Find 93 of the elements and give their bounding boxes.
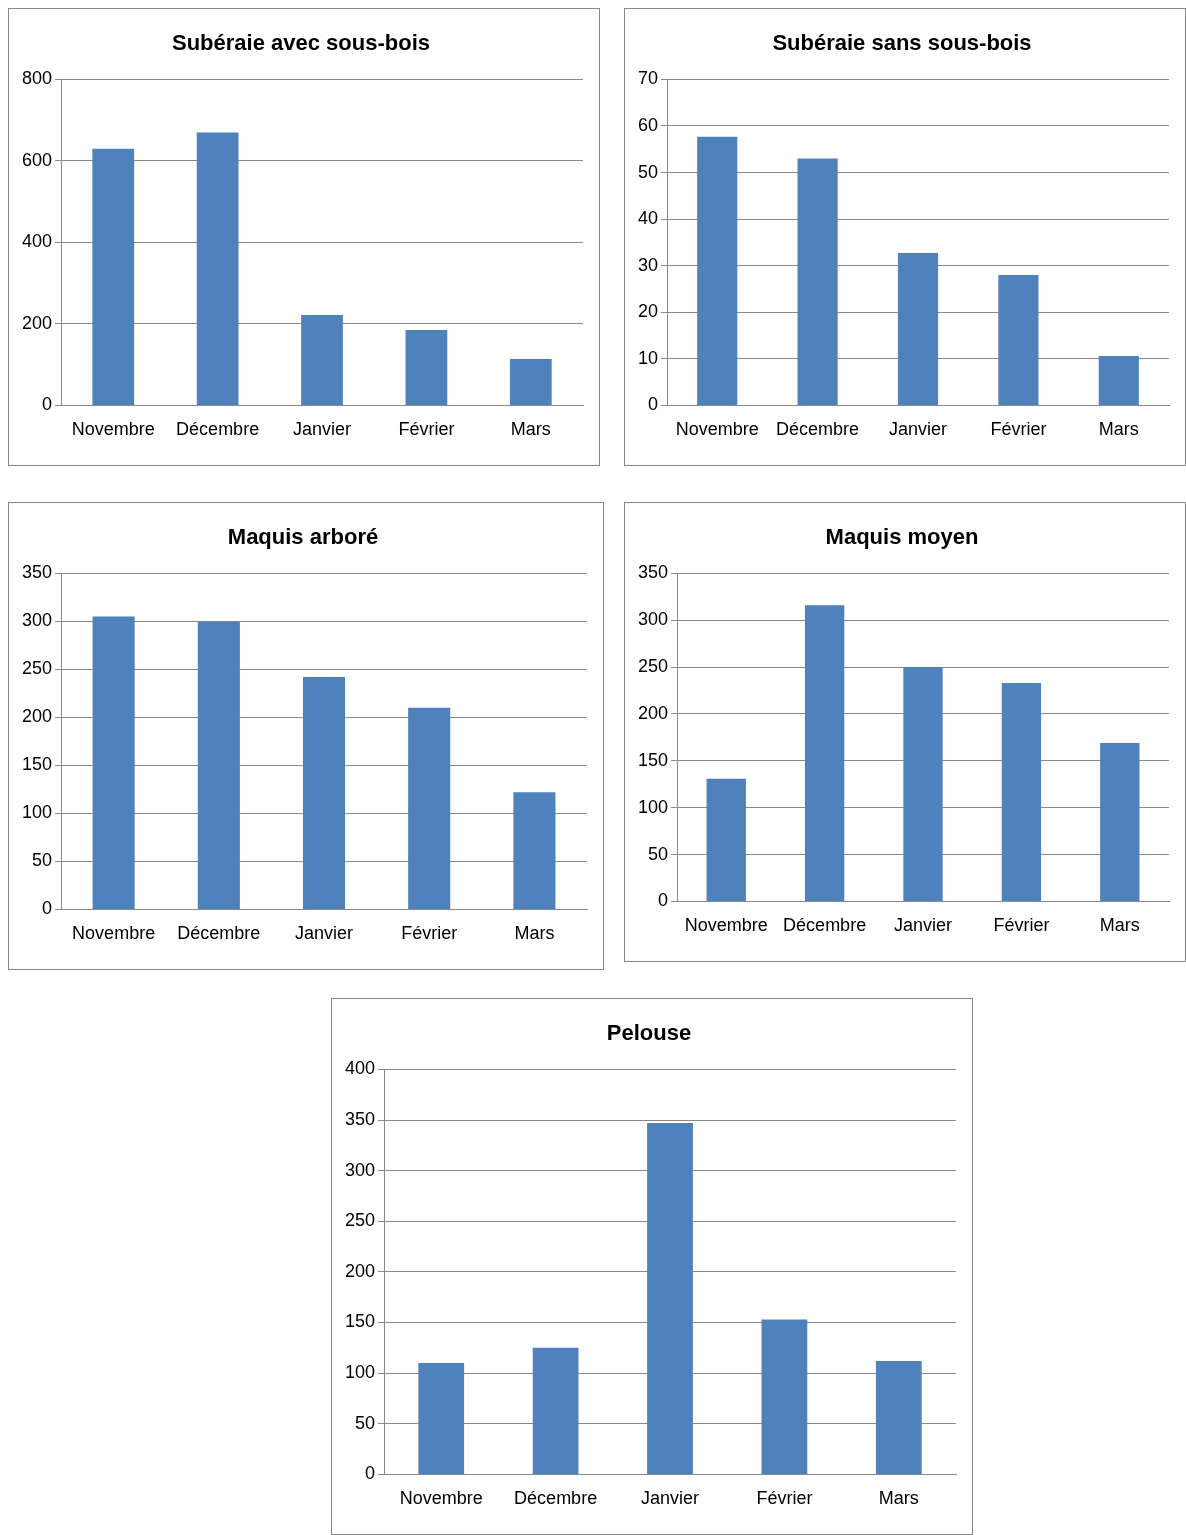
y-tick-label: 300 — [344, 1159, 376, 1180]
y-tick-label: 50 — [32, 850, 53, 871]
x-tick-label: Décembre — [776, 419, 860, 440]
y-tick-label: 100 — [21, 802, 53, 823]
y-tick-label: 350 — [344, 1108, 376, 1129]
y-tick-label: 250 — [637, 656, 669, 677]
x-tick-label: Mars — [510, 419, 551, 440]
x-tick-label: Novembre — [399, 1488, 483, 1509]
bar — [513, 792, 556, 909]
bar — [647, 1123, 693, 1474]
x-tick-label: Février — [993, 915, 1050, 936]
bar — [418, 1363, 465, 1474]
bar — [92, 148, 135, 405]
x-tick-label: Décembre — [514, 1488, 598, 1509]
chart-title: Subéraie avec sous-bois — [172, 30, 430, 56]
bar — [1098, 356, 1139, 405]
bar — [197, 621, 240, 909]
bar — [509, 358, 552, 405]
y-tick-label: 350 — [637, 562, 669, 583]
x-tick-label: Novembre — [72, 923, 156, 944]
bar — [761, 1319, 808, 1474]
bar — [797, 158, 838, 405]
y-tick-label: 800 — [21, 68, 53, 89]
bar — [706, 778, 746, 901]
y-tick-label: 400 — [344, 1058, 376, 1079]
x-tick-label: Février — [756, 1488, 813, 1509]
y-tick-label: 10 — [637, 347, 659, 368]
bar — [697, 136, 738, 405]
bar — [302, 677, 346, 909]
y-tick-label: 600 — [21, 149, 53, 170]
x-tick-label: Mars — [1099, 915, 1140, 936]
y-tick-label: 60 — [637, 114, 659, 135]
x-tick-label: Janvier — [295, 923, 354, 944]
x-tick-label: Novembre — [71, 419, 155, 440]
bar — [875, 1361, 922, 1474]
bar — [301, 314, 343, 405]
x-tick-label: Décembre — [177, 923, 261, 944]
x-tick-label: Novembre — [684, 915, 768, 936]
y-tick-label: 150 — [21, 754, 53, 775]
y-tick-label: 200 — [344, 1260, 376, 1281]
chart-title: Maquis moyen — [825, 524, 979, 550]
y-tick-label: 100 — [344, 1362, 376, 1383]
bar — [405, 330, 448, 405]
x-tick-label: Mars — [1098, 419, 1139, 440]
x-tick-label: Décembre — [783, 915, 867, 936]
bar — [998, 275, 1039, 405]
y-tick-label: 50 — [648, 843, 669, 864]
x-tick-label: Février — [398, 419, 455, 440]
y-tick-label: 50 — [637, 161, 659, 182]
y-tick-label: 300 — [637, 609, 669, 630]
y-tick-label: 300 — [21, 610, 53, 631]
y-tick-label: 40 — [637, 208, 659, 229]
y-tick-label: 100 — [637, 796, 669, 817]
bar — [1100, 743, 1140, 901]
x-tick-label: Mars — [878, 1488, 919, 1509]
x-tick-label: Février — [401, 923, 458, 944]
bar — [897, 253, 939, 405]
bar — [408, 707, 451, 909]
bar — [1001, 683, 1042, 901]
y-tick-label: 350 — [21, 562, 53, 583]
bar — [196, 132, 239, 405]
y-tick-label: 0 — [648, 394, 659, 415]
y-tick-label: 0 — [42, 394, 53, 415]
bar — [804, 605, 845, 901]
bar — [92, 616, 135, 909]
chart-title: Maquis arboré — [227, 524, 379, 550]
y-tick-label: 400 — [21, 231, 53, 252]
x-tick-label: Mars — [514, 923, 555, 944]
y-tick-label: 0 — [42, 898, 53, 919]
x-tick-label: Février — [990, 419, 1047, 440]
y-tick-label: 20 — [637, 301, 659, 322]
y-tick-label: 200 — [21, 706, 53, 727]
chart-title: Subéraie sans sous-bois — [772, 30, 1032, 56]
chart-title: Pelouse — [606, 1020, 692, 1046]
y-tick-label: 50 — [355, 1412, 376, 1433]
y-tick-label: 200 — [637, 702, 669, 723]
bar — [903, 667, 943, 901]
y-tick-label: 70 — [637, 68, 659, 89]
y-tick-label: 200 — [21, 312, 53, 333]
y-tick-label: 150 — [637, 749, 669, 770]
x-tick-label: Janvier — [889, 419, 948, 440]
x-tick-label: Décembre — [176, 419, 260, 440]
y-tick-label: 0 — [658, 890, 669, 911]
x-tick-label: Janvier — [641, 1488, 700, 1509]
y-tick-label: 0 — [365, 1463, 376, 1484]
y-tick-label: 150 — [344, 1311, 376, 1332]
y-tick-label: 250 — [21, 658, 53, 679]
bar — [532, 1347, 579, 1474]
x-tick-label: Janvier — [293, 419, 352, 440]
x-tick-label: Janvier — [894, 915, 953, 936]
y-tick-label: 250 — [344, 1210, 376, 1231]
x-tick-label: Novembre — [675, 419, 759, 440]
y-tick-label: 30 — [637, 254, 659, 275]
